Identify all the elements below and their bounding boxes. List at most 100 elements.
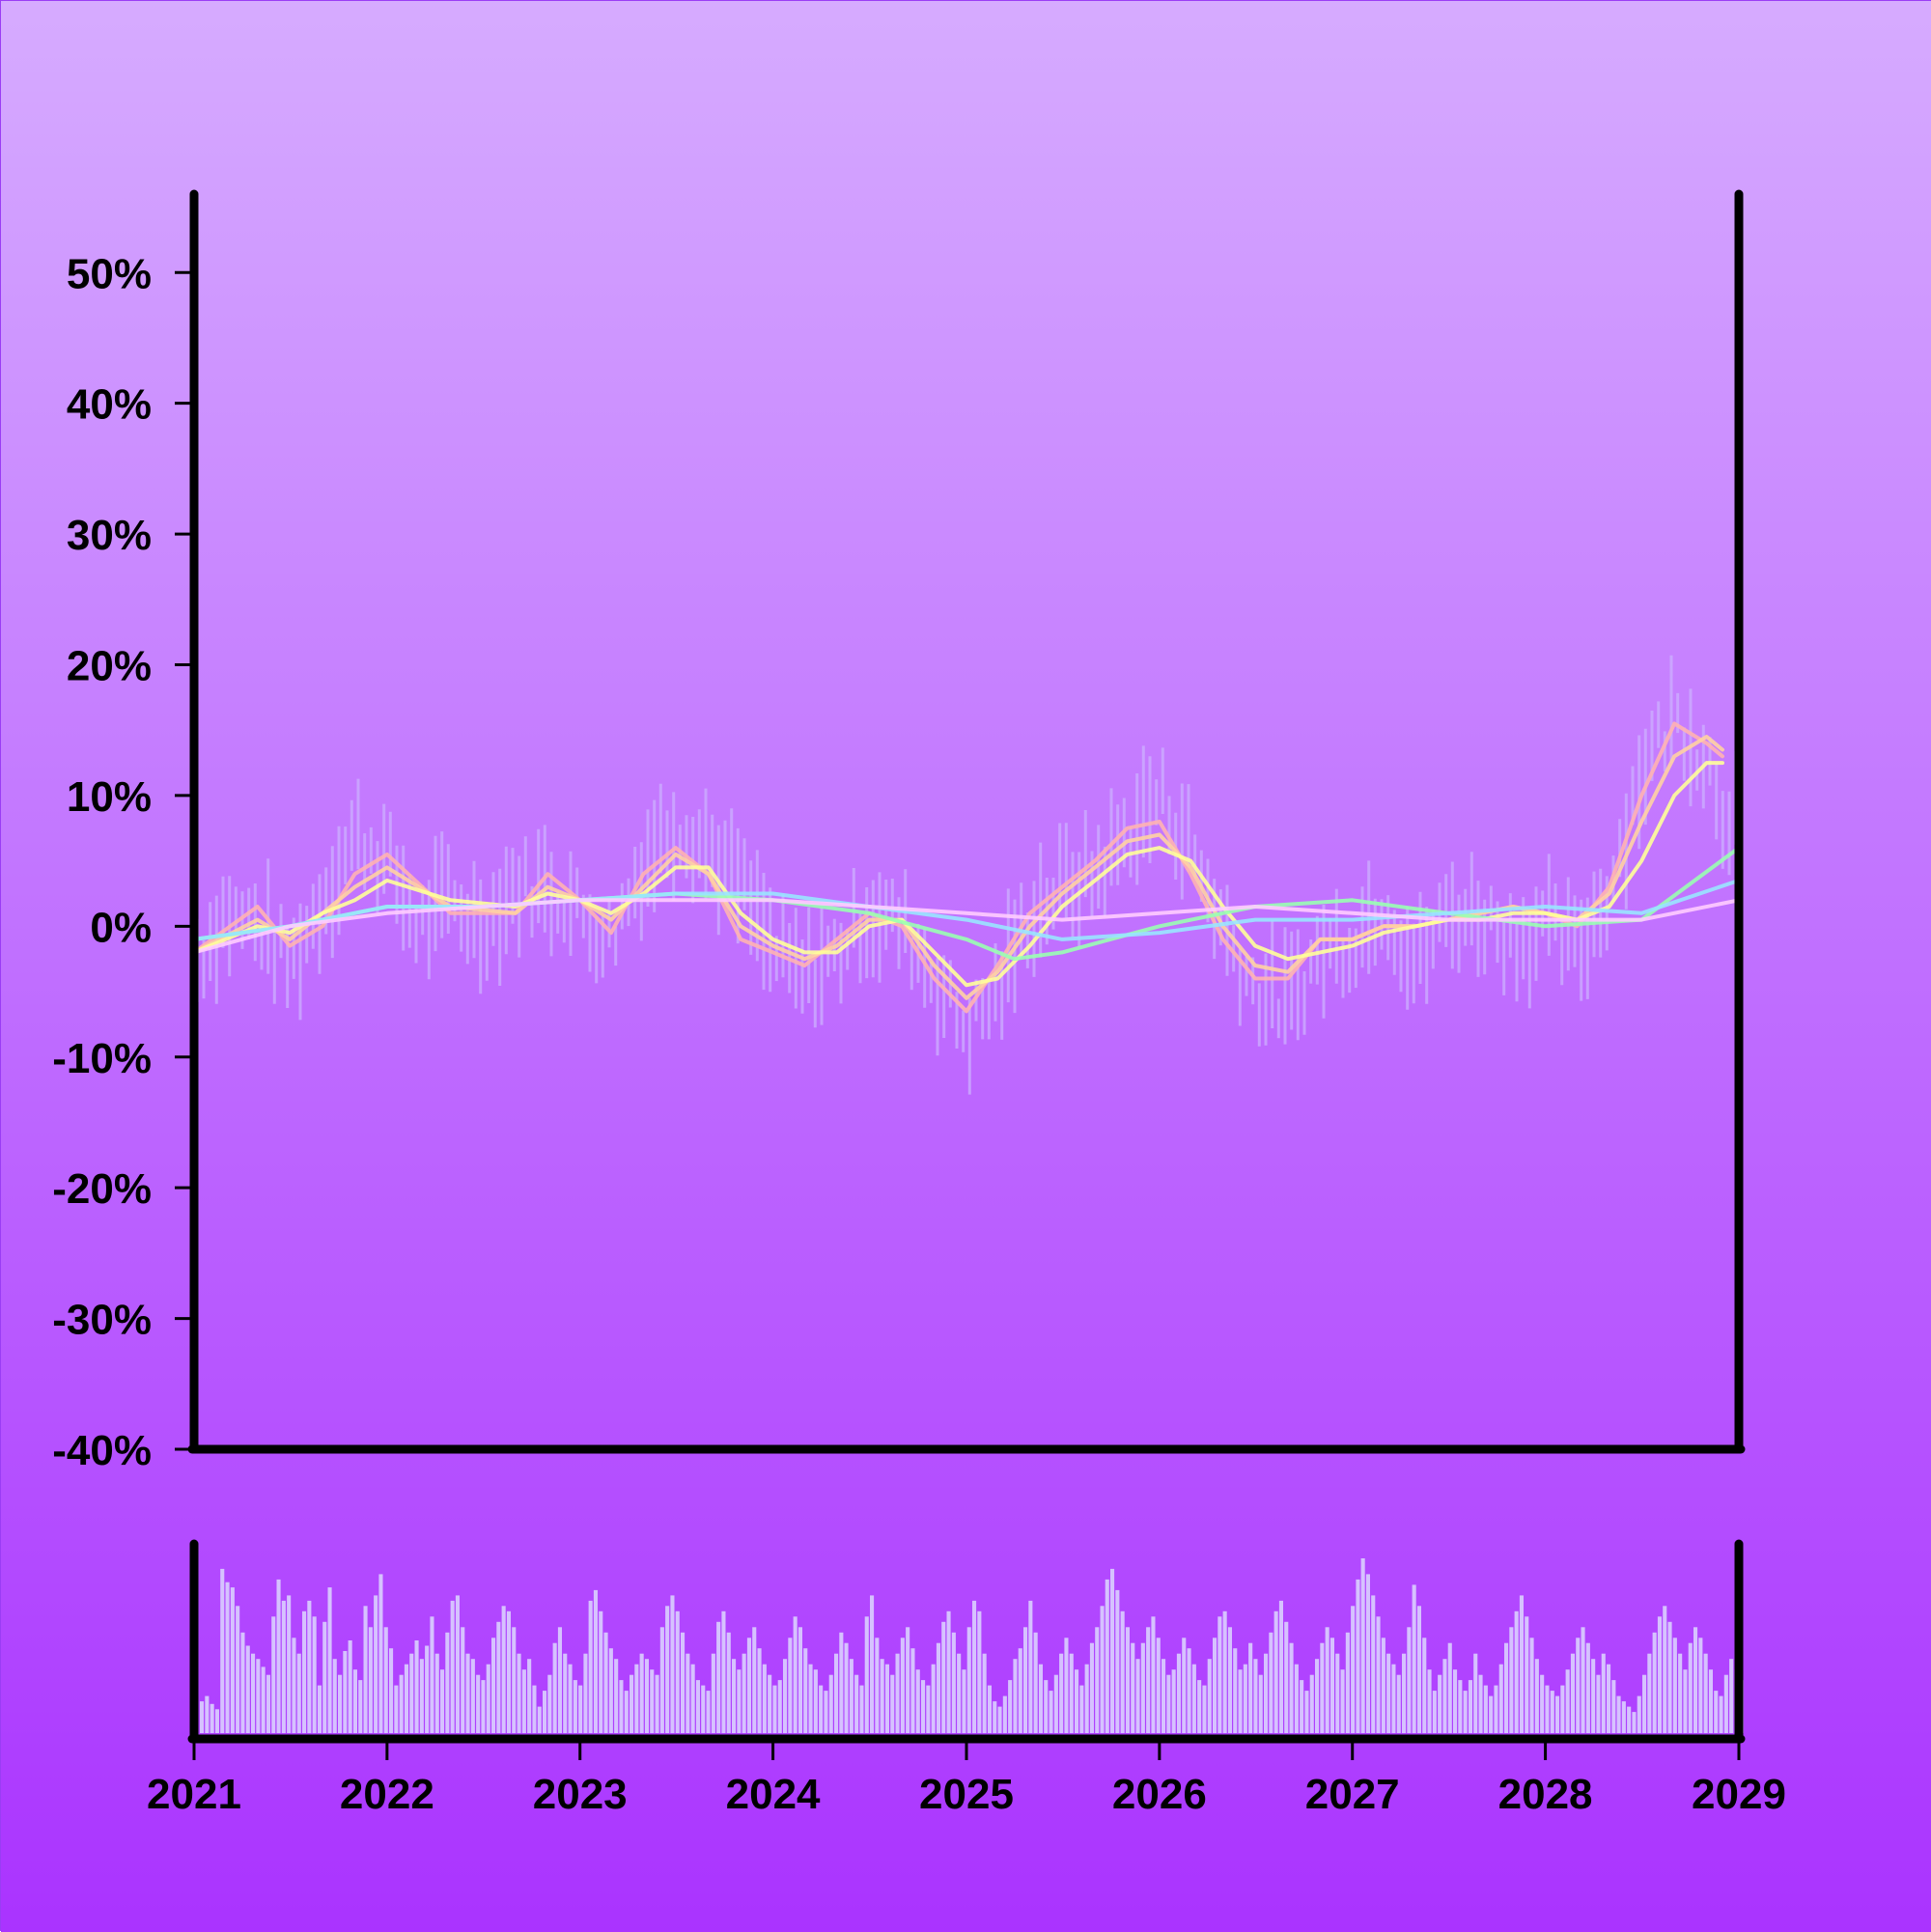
x-tick-label: 2026 <box>1112 1771 1207 1818</box>
volume-bar <box>491 1638 496 1733</box>
volume-bar <box>746 1638 751 1733</box>
volume-bar <box>1320 1642 1325 1733</box>
volume-bar <box>1427 1669 1432 1733</box>
volume-bar <box>1596 1674 1601 1733</box>
volume-bar <box>1002 1695 1007 1733</box>
volume-bar <box>1115 1589 1120 1733</box>
volume-bar <box>368 1627 373 1733</box>
volume-bar <box>977 1610 982 1733</box>
volume-bar <box>711 1653 715 1733</box>
volume-bar <box>1723 1674 1728 1733</box>
volume-bar <box>205 1695 210 1733</box>
volume-bar <box>588 1600 593 1733</box>
volume-bar <box>1176 1653 1181 1733</box>
volume-bar <box>793 1616 798 1733</box>
volume-bar <box>210 1703 214 1733</box>
volume-bar <box>378 1574 383 1733</box>
volume-bar <box>957 1653 962 1733</box>
volume-bar <box>1514 1610 1519 1733</box>
y-tick-label: 50% <box>67 250 152 297</box>
volume-bar <box>419 1659 424 1733</box>
volume-bar <box>1105 1579 1109 1733</box>
volume-bar <box>1135 1659 1140 1733</box>
volume-bar <box>1304 1691 1309 1733</box>
volume-bar <box>1084 1664 1089 1733</box>
volume-bar <box>690 1664 695 1733</box>
volume-bar <box>659 1627 664 1733</box>
volume-bar <box>757 1648 762 1733</box>
volume-bar <box>287 1595 292 1733</box>
volume-bar <box>383 1627 388 1733</box>
volume-bar <box>1269 1632 1273 1733</box>
x-tick-label: 2022 <box>340 1771 434 1818</box>
volume-bar <box>271 1616 276 1733</box>
y-tick-label: 40% <box>67 381 152 429</box>
volume-bar <box>501 1606 506 1733</box>
volume-bar <box>1509 1627 1514 1733</box>
y-tick-label: 30% <box>67 512 152 559</box>
volume-bar <box>251 1653 256 1733</box>
volume-bar <box>681 1632 686 1733</box>
volume-bar <box>1161 1659 1166 1733</box>
volume-bar <box>614 1659 619 1733</box>
volume-bar <box>1053 1674 1058 1733</box>
volume-bar <box>327 1587 332 1733</box>
volume-bar <box>256 1659 261 1733</box>
volume-bar <box>1089 1642 1094 1733</box>
volume-bar <box>521 1669 526 1733</box>
volume-bar <box>220 1568 225 1733</box>
volume-bar <box>470 1659 475 1733</box>
volume-bar <box>527 1659 532 1733</box>
volume-bar <box>1023 1627 1028 1733</box>
volume-bar <box>261 1666 266 1733</box>
volume-bar <box>1438 1674 1442 1733</box>
volume-bar <box>890 1674 895 1733</box>
volume-bar <box>1570 1653 1575 1733</box>
volume-bar <box>552 1642 557 1733</box>
volume-bar <box>1351 1606 1356 1733</box>
volume-bar <box>1714 1691 1719 1733</box>
volume-bar <box>655 1674 659 1733</box>
volume-bar <box>1248 1642 1253 1733</box>
volume-bar <box>834 1653 839 1733</box>
volume-bar <box>1601 1653 1606 1733</box>
volume-bar <box>895 1653 900 1733</box>
volume-bar <box>1166 1674 1171 1733</box>
volume-bar <box>839 1632 844 1733</box>
volume-bar <box>854 1674 859 1733</box>
volume-bar <box>236 1606 240 1733</box>
x-tick-label: 2021 <box>147 1771 241 1818</box>
volume-bar <box>1187 1648 1191 1733</box>
volume-bar <box>1171 1669 1176 1733</box>
volume-bar <box>307 1600 312 1733</box>
volume-bar <box>1125 1627 1130 1733</box>
volume-bar <box>1657 1616 1662 1733</box>
volume-bar <box>1688 1642 1693 1733</box>
volume-bar <box>440 1669 445 1733</box>
volume-bar <box>1627 1706 1632 1733</box>
volume-bar <box>716 1621 721 1733</box>
volume-bar <box>1396 1674 1401 1733</box>
volume-bar <box>1376 1616 1381 1733</box>
volume-bar <box>1018 1648 1022 1733</box>
volume-bar <box>338 1674 343 1733</box>
volume-bar <box>803 1648 808 1733</box>
volume-bar <box>481 1680 486 1733</box>
volume-bar <box>777 1680 782 1733</box>
volume-bar <box>870 1595 875 1733</box>
volume-bar <box>465 1653 470 1733</box>
volume-bar <box>276 1579 281 1733</box>
volume-bar <box>819 1685 824 1733</box>
volume-bar <box>630 1674 634 1733</box>
volume-bar <box>563 1653 568 1733</box>
volume-bar <box>884 1664 889 1733</box>
volume-bar <box>1258 1674 1263 1733</box>
volume-bar <box>1038 1664 1043 1733</box>
volume-bar <box>1498 1664 1503 1733</box>
volume-bar <box>450 1600 455 1733</box>
volume-bar <box>230 1587 235 1733</box>
volume-bar <box>506 1610 511 1733</box>
volume-bar <box>859 1685 864 1733</box>
